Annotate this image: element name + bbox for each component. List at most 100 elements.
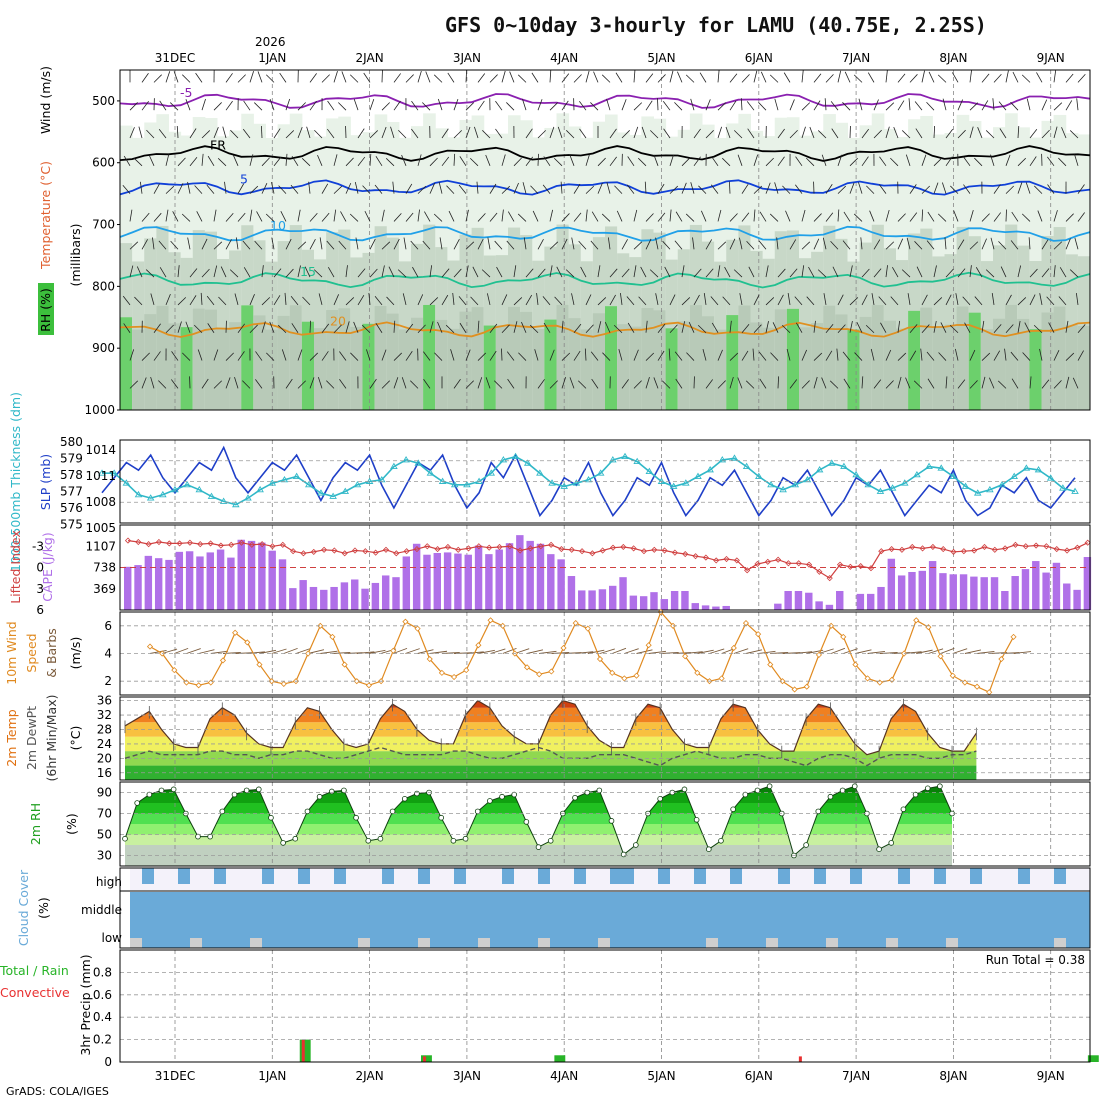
- wind-barb: [369, 98, 375, 111]
- wind-speed-point: [682, 653, 689, 660]
- cape-bar: [908, 571, 916, 610]
- rh-point: [888, 840, 895, 846]
- wind-barb: [843, 378, 851, 389]
- wind-barb: [795, 156, 803, 167]
- wind-barb: [249, 324, 258, 334]
- wind-barb: [129, 241, 139, 250]
- rh-tick: 30: [97, 849, 112, 863]
- li-point: [310, 548, 317, 555]
- isotherm-line: [119, 179, 1091, 196]
- rh-shade: [459, 311, 473, 410]
- wind-barb: [465, 209, 469, 222]
- li-point: [372, 549, 379, 556]
- thickness-point: [1022, 464, 1031, 471]
- wind-barb-10m: [818, 648, 834, 654]
- wind-barb: [795, 322, 803, 333]
- wind-barb: [963, 184, 971, 194]
- wind-barb: [357, 268, 366, 278]
- wind-barb: [369, 130, 379, 139]
- wind-barb: [261, 157, 270, 167]
- thickness-point: [706, 466, 714, 473]
- wind-barb: [916, 266, 923, 278]
- wind-barb: [897, 213, 906, 222]
- wind-barb: [201, 153, 204, 166]
- wind-barb: [1041, 239, 1049, 250]
- wind-barb: [129, 127, 135, 139]
- wind-barb: [669, 185, 679, 194]
- wind-barb: [445, 324, 455, 334]
- wind-barb: [549, 102, 559, 111]
- wind-barb: [745, 380, 755, 389]
- cape-bar: [381, 575, 390, 610]
- wind-speed-point: [913, 617, 920, 624]
- wind-barb: [476, 181, 479, 194]
- wind-barb: [254, 102, 263, 111]
- li-point: [1063, 547, 1071, 554]
- wind-speed-point: [730, 644, 737, 652]
- cloud-low-gap: [886, 938, 898, 948]
- wind-speed-point: [244, 639, 251, 646]
- rh-shade: [568, 318, 582, 410]
- wind-barb: [741, 212, 750, 222]
- wind-barb-10m: [429, 650, 448, 654]
- wind-speed-point: [146, 643, 154, 650]
- wind-barb: [813, 352, 823, 361]
- wind-barb: [674, 240, 683, 250]
- wind-barb: [1010, 240, 1019, 250]
- cape-bar: [980, 577, 988, 610]
- wind-barb: [146, 129, 155, 139]
- wind-barb: [465, 241, 475, 250]
- wind-barb: [849, 182, 855, 194]
- wind-barb: [717, 265, 721, 278]
- wind-barb: [765, 157, 774, 167]
- wind-speed-point: [828, 622, 835, 629]
- wind-barb: [129, 209, 133, 222]
- isotherm-label: -5: [180, 85, 192, 100]
- wind-barb: [843, 211, 851, 222]
- wind-barb: [285, 378, 293, 389]
- day-label-top: 8JAN: [939, 51, 967, 65]
- wind-barb: [225, 73, 233, 83]
- li-point: [444, 543, 451, 551]
- wind-barb: [349, 213, 359, 222]
- wind-barb: [465, 70, 468, 83]
- cape-bar: [805, 592, 813, 610]
- wind-barb: [836, 348, 839, 361]
- wind-barb: [849, 265, 853, 278]
- cape-bar: [1042, 572, 1050, 610]
- thickness-point: [438, 477, 447, 484]
- rh-shade: [714, 329, 727, 410]
- wind-barb: [172, 211, 179, 222]
- wind-speed-point: [256, 661, 263, 668]
- wind-barb: [486, 293, 491, 305]
- wind-barb: [657, 350, 665, 361]
- cloud-high-bar: [658, 868, 670, 884]
- rh-shade: [520, 311, 533, 410]
- li-point: [640, 548, 648, 555]
- ylabel-wind-units: (m/s): [68, 637, 83, 670]
- wind-barb-10m: [891, 652, 910, 654]
- wind-barb: [133, 158, 143, 167]
- cape-bar: [165, 559, 173, 610]
- wind-barb: [213, 241, 223, 250]
- wind-barb: [271, 237, 275, 250]
- cape-bar: [712, 606, 720, 610]
- rh-tick: 50: [97, 828, 112, 842]
- wind-barb: [561, 73, 570, 83]
- wind-barb: [388, 266, 395, 278]
- li-point: [269, 543, 276, 550]
- cape-bar: [650, 592, 658, 610]
- li-point: [847, 563, 854, 570]
- rh-point: [803, 842, 809, 848]
- wind-barb: [177, 157, 186, 167]
- wind-barb: [957, 129, 966, 139]
- day-label-top: 2JAN: [356, 51, 384, 65]
- wind-barb: [1017, 126, 1020, 139]
- cape-bar: [897, 575, 906, 610]
- wind-barb: [1034, 185, 1043, 194]
- cape-bar: [794, 590, 803, 610]
- wind-barb: [525, 156, 534, 167]
- li-point: [228, 541, 235, 548]
- cape-bar: [1001, 590, 1009, 610]
- wind-barb: [450, 349, 455, 361]
